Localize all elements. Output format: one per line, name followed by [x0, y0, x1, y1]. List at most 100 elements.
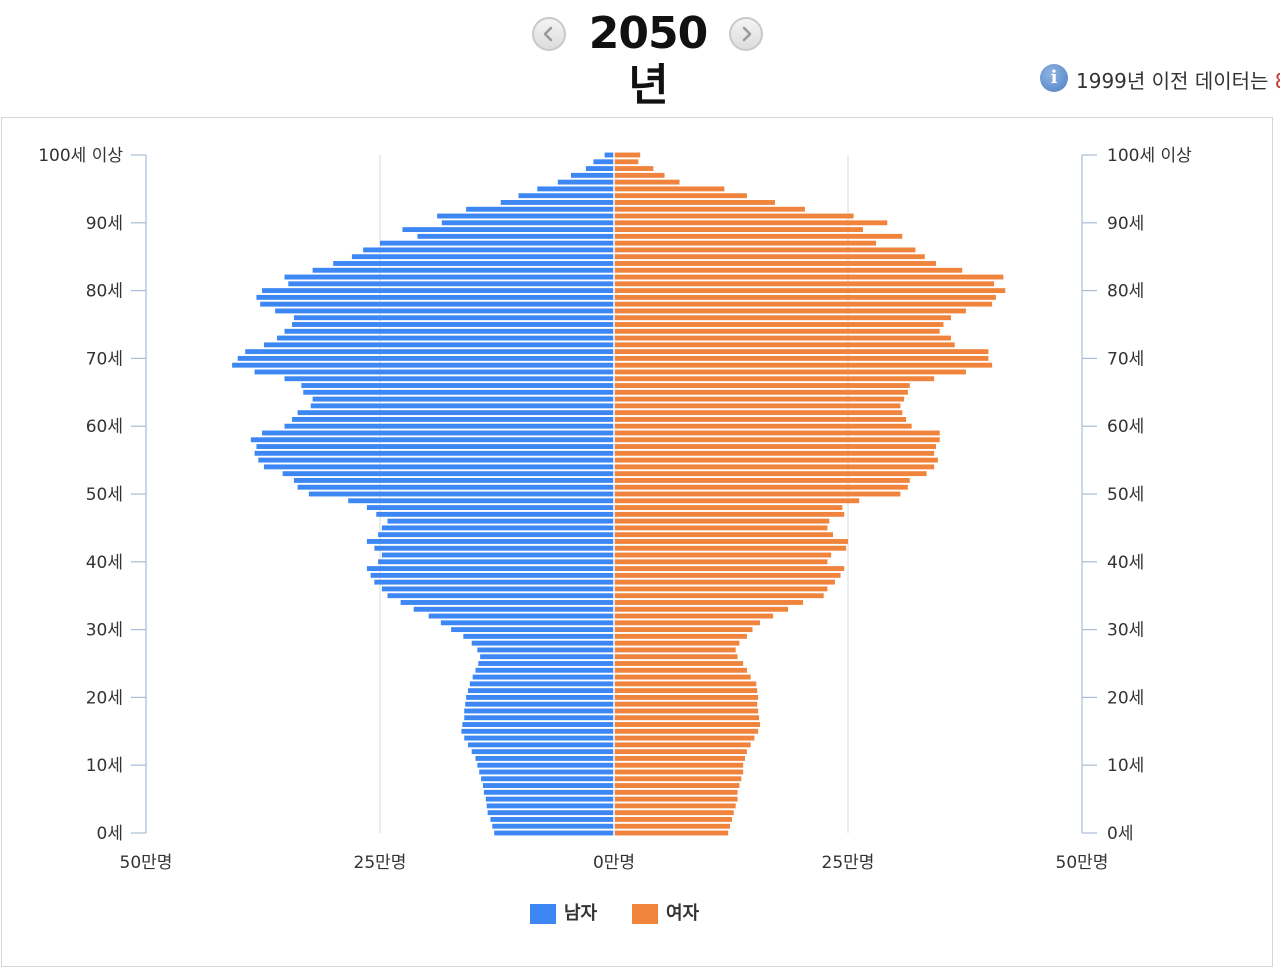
bar-male-age-92[interactable] [466, 206, 614, 212]
bar-female-age-89[interactable] [614, 227, 863, 233]
bar-male-age-64[interactable] [312, 396, 614, 402]
bar-female-age-88[interactable] [614, 233, 903, 239]
bar-female-age-99[interactable] [614, 159, 639, 165]
bar-female-age-51[interactable] [614, 484, 908, 490]
bar-male-age-67[interactable] [284, 376, 614, 382]
bar-female-age-19[interactable] [614, 701, 758, 707]
bar-female-age-31[interactable] [614, 620, 761, 626]
bar-male-age-18[interactable] [464, 708, 614, 714]
bar-female-age-3[interactable] [614, 810, 734, 816]
bar-female-age-60[interactable] [614, 423, 912, 429]
bar-female-age-25[interactable] [614, 661, 744, 666]
bar-male-age-35[interactable] [387, 593, 614, 599]
bar-female-age-72[interactable] [614, 342, 955, 348]
bar-female-age-39[interactable] [614, 566, 845, 572]
bar-male-age-88[interactable] [417, 233, 614, 239]
bar-male-age-10[interactable] [477, 762, 614, 768]
bar-male-age-24[interactable] [475, 667, 614, 673]
bar-female-age-98[interactable] [614, 166, 654, 172]
bar-female-age-27[interactable] [614, 647, 736, 653]
bar-female-age-17[interactable] [614, 715, 760, 721]
bar-male-age-34[interactable] [400, 600, 614, 605]
bar-female-age-35[interactable] [614, 593, 824, 599]
bar-male-age-46[interactable] [387, 518, 614, 524]
bar-female-age-75[interactable] [614, 322, 944, 327]
bar-male-age-65[interactable] [303, 389, 614, 395]
bar-male-age-94[interactable] [518, 193, 614, 199]
bar-male-age-16[interactable] [462, 722, 614, 727]
bar-male-age-36[interactable] [381, 586, 614, 592]
bar-male-age-91[interactable] [437, 213, 614, 219]
bar-male-age-49[interactable] [348, 498, 614, 504]
bar-female-age-40[interactable] [614, 559, 828, 565]
bar-female-age-81[interactable] [614, 281, 995, 287]
bar-male-age-7[interactable] [482, 783, 614, 788]
bar-female-age-26[interactable] [614, 654, 738, 660]
bar-male-age-93[interactable] [500, 200, 614, 205]
bar-male-age-83[interactable] [312, 267, 614, 273]
bar-female-age-50[interactable] [614, 491, 901, 497]
bar-female-age-20[interactable] [614, 694, 759, 700]
bar-female-age-0[interactable] [614, 830, 729, 836]
bar-female-age-90[interactable] [614, 220, 888, 226]
bar-male-age-80[interactable] [262, 288, 614, 294]
bar-male-age-85[interactable] [351, 254, 614, 260]
bar-female-age-15[interactable] [614, 728, 759, 734]
bar-female-age-56[interactable] [614, 450, 935, 456]
bar-male-age-87[interactable] [380, 240, 614, 246]
bar-male-age-47[interactable] [376, 511, 614, 517]
bar-male-age-43[interactable] [366, 539, 614, 544]
bar-male-age-28[interactable] [471, 640, 614, 646]
bar-female-age-11[interactable] [614, 755, 746, 761]
bar-male-age-40[interactable] [378, 559, 614, 565]
bar-male-age-74[interactable] [284, 328, 614, 334]
bar-female-age-78[interactable] [614, 301, 993, 307]
bar-male-age-60[interactable] [284, 423, 614, 429]
bar-female-age-4[interactable] [614, 803, 736, 809]
bar-female-age-32[interactable] [614, 613, 774, 619]
bar-female-age-67[interactable] [614, 376, 935, 382]
bar-female-age-92[interactable] [614, 206, 805, 212]
bar-male-age-77[interactable] [275, 308, 614, 314]
bar-male-age-69[interactable] [232, 362, 614, 368]
bar-female-age-13[interactable] [614, 742, 751, 748]
bar-male-age-4[interactable] [486, 803, 614, 809]
bar-female-age-30[interactable] [614, 627, 753, 633]
bar-male-age-0[interactable] [494, 830, 614, 836]
bar-male-age-1[interactable] [492, 823, 614, 829]
bar-female-age-45[interactable] [614, 525, 828, 531]
bar-female-age-73[interactable] [614, 335, 951, 341]
bar-female-age-41[interactable] [614, 552, 832, 558]
bar-male-age-39[interactable] [366, 566, 614, 572]
bar-male-age-23[interactable] [472, 674, 614, 680]
bar-male-age-82[interactable] [284, 274, 614, 280]
bar-female-age-91[interactable] [614, 213, 854, 219]
bar-female-age-59[interactable] [614, 430, 940, 436]
bar-male-age-62[interactable] [297, 410, 614, 416]
bar-male-age-55[interactable] [258, 457, 614, 463]
bar-female-age-65[interactable] [614, 389, 908, 395]
bar-male-age-50[interactable] [308, 491, 614, 497]
bar-male-age-95[interactable] [537, 186, 614, 192]
bar-male-age-26[interactable] [480, 654, 614, 660]
bar-female-age-68[interactable] [614, 369, 966, 375]
bar-male-age-59[interactable] [262, 430, 614, 436]
bar-male-age-33[interactable] [413, 606, 614, 612]
bar-male-age-57[interactable] [256, 444, 614, 449]
bar-male-age-22[interactable] [469, 681, 614, 687]
bar-male-age-63[interactable] [310, 403, 614, 409]
bar-female-age-64[interactable] [614, 396, 905, 402]
bar-male-age-52[interactable] [293, 477, 614, 483]
bar-male-age-48[interactable] [366, 505, 614, 511]
bar-female-age-93[interactable] [614, 200, 775, 205]
bar-female-age-63[interactable] [614, 403, 901, 409]
bar-male-age-79[interactable] [256, 294, 614, 300]
bar-female-age-7[interactable] [614, 783, 740, 788]
bar-female-age-8[interactable] [614, 776, 742, 782]
bar-male-age-17[interactable] [464, 715, 614, 721]
bar-female-age-84[interactable] [614, 261, 936, 266]
bar-male-age-20[interactable] [466, 694, 614, 700]
bar-male-age-41[interactable] [381, 552, 614, 558]
bar-female-age-76[interactable] [614, 315, 951, 321]
bar-male-age-86[interactable] [363, 247, 614, 253]
